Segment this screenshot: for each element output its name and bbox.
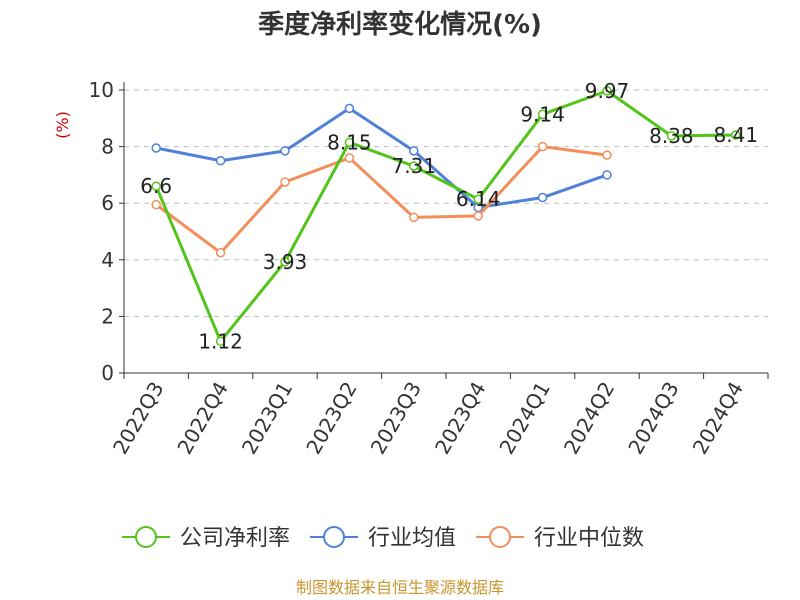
data-point: [409, 161, 419, 171]
data-point: [151, 181, 161, 191]
legend-marker: [323, 526, 346, 548]
data-labels: 6.6 1.12 3.93 8.15 7.31 6.14 9.14 9.97 8.38 8.41: [140, 79, 758, 353]
y-tick-label: 4: [101, 248, 114, 272]
x-tick-label: 2024Q4: [688, 378, 748, 459]
data-point: [151, 199, 161, 210]
data-point: [473, 211, 483, 221]
x-tick-label: 2022Q4: [172, 378, 232, 459]
data-point: [666, 131, 677, 141]
data-label: 9.97: [585, 79, 630, 103]
data-label: 8.38: [649, 124, 694, 148]
x-tick-label: 2022Q3: [108, 378, 168, 459]
data-point: [344, 153, 355, 163]
gridlines: [124, 89, 768, 317]
series-line: [155, 106, 608, 209]
x-tick-label: 2024Q3: [623, 378, 683, 459]
legend-marker: [135, 526, 157, 548]
data-point: [280, 177, 290, 187]
legend-label: 行业均值: [368, 526, 456, 551]
series-lines: [151, 86, 741, 347]
x-tick-label: 2023Q1: [237, 378, 297, 459]
data-point: [602, 170, 612, 180]
data-label: 1.12: [198, 329, 243, 353]
y-tick-label: 6: [101, 191, 114, 215]
y-axis-unit-label: (%): [53, 111, 72, 139]
data-point: [344, 103, 355, 114]
data-label: 7.31: [392, 154, 437, 178]
legend: 公司净利率 行业均值 行业中位数: [122, 526, 644, 551]
chart-title: 季度净利率变化情况(%): [258, 9, 542, 40]
data-point: [731, 130, 741, 140]
source-note: 制图数据来自恒生聚源数据库: [296, 578, 504, 597]
data-point: [473, 194, 483, 204]
x-tick-label: 2023Q3: [366, 378, 426, 459]
data-point: [537, 109, 548, 120]
x-tick-label: 2024Q1: [494, 378, 554, 459]
data-label: 6.6: [140, 174, 172, 198]
x-tick-label: 2023Q2: [301, 378, 361, 459]
data-label: 3.93: [263, 250, 308, 274]
data-label: 9.14: [520, 102, 565, 126]
legend-label: 公司净利率: [180, 526, 290, 551]
data-label: 8.41: [714, 123, 759, 147]
data-label: 8.15: [327, 130, 372, 154]
y-tick-label: 0: [101, 361, 114, 385]
series-line: [155, 145, 608, 255]
y-tick-label: 10: [89, 78, 114, 102]
data-point: [344, 137, 355, 148]
data-point: [280, 257, 290, 267]
y-tick-label: 2: [101, 304, 114, 328]
data-point: [215, 156, 226, 166]
data-label: 6.14: [456, 187, 501, 211]
series-line: [154, 89, 736, 343]
y-tick-label: 8: [101, 135, 114, 159]
x-tick-label: 2023Q4: [430, 378, 490, 459]
x-tick-label: 2024Q2: [559, 378, 619, 459]
data-point: [280, 146, 290, 156]
data-point: [409, 212, 419, 223]
data-point: [602, 86, 612, 96]
data-point: [537, 141, 548, 152]
legend-marker: [489, 526, 512, 548]
data-point: [537, 192, 548, 203]
data-point: [409, 146, 419, 156]
data-point: [215, 336, 226, 347]
legend-label: 行业中位数: [534, 526, 644, 551]
data-point: [215, 247, 226, 258]
data-point: [602, 150, 612, 160]
data-point: [151, 143, 161, 153]
